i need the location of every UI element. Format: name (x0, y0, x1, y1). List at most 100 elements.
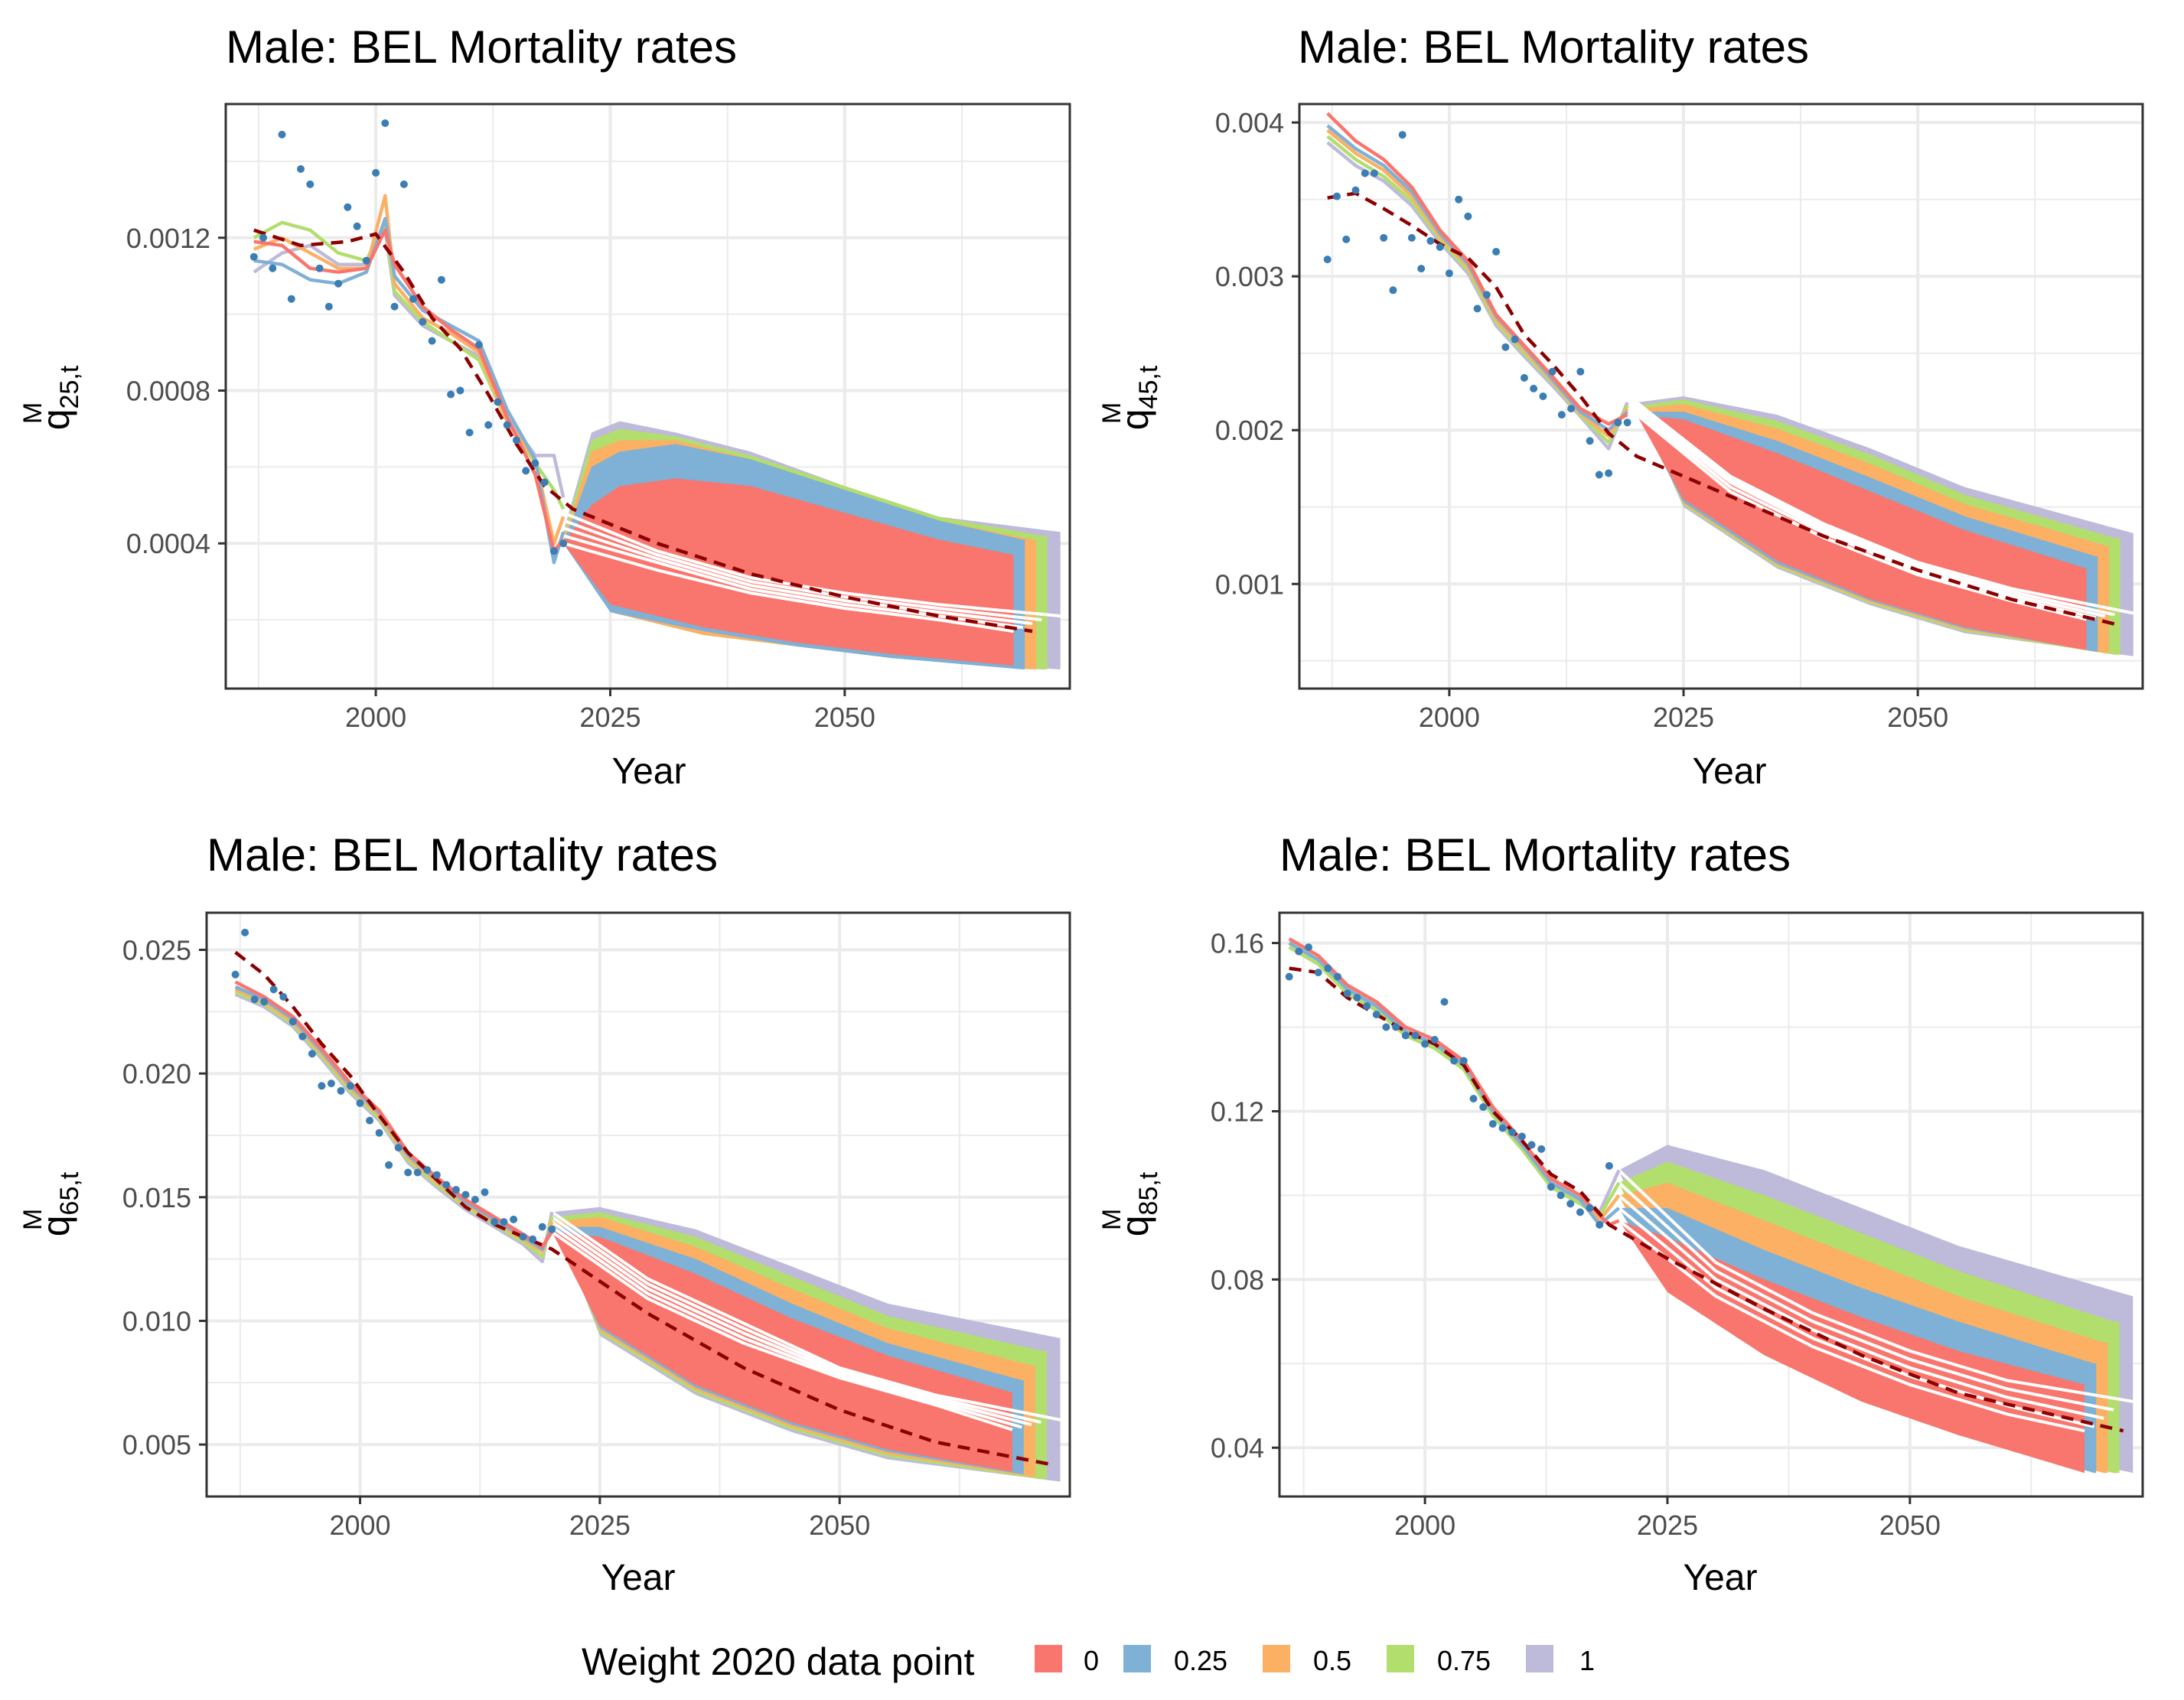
panel-q25: 2000 2025 2050 0.0004 0.0008 0.0012 (126, 103, 1071, 733)
observed-point (1605, 1161, 1613, 1170)
y-tick-label: 0.12 (1211, 1096, 1264, 1127)
observed-point (1285, 972, 1293, 981)
observed-point (381, 119, 390, 127)
observed-point (375, 1128, 383, 1137)
observed-point (1372, 1011, 1380, 1018)
observed-point (437, 275, 445, 284)
observed-point (249, 252, 258, 261)
observed-point (327, 1080, 335, 1088)
observed-point (1398, 131, 1407, 139)
x-tick-label: 2000 (1394, 1509, 1455, 1541)
observed-point (1342, 235, 1351, 243)
median-weight-075 (1618, 1181, 2114, 1412)
observed-point (1498, 1124, 1507, 1132)
y-tick-label: 0.04 (1211, 1432, 1264, 1464)
observed-point (1407, 233, 1416, 242)
observed-point (1479, 1103, 1488, 1111)
observed-point (1469, 1095, 1478, 1102)
observed-point (538, 1223, 546, 1231)
observed-point (334, 279, 343, 288)
observed-point (278, 130, 286, 138)
legend: Weight 2020 data point 0 0.25 0.5 0.75 1 (582, 1640, 1595, 1683)
observed-point (394, 1144, 403, 1152)
y-tick-label: 0.0012 (126, 223, 210, 254)
observed-point (1473, 305, 1482, 313)
y-tick-label: 0.015 (122, 1182, 191, 1213)
observed-point (1450, 1057, 1459, 1065)
observed-point (1411, 1031, 1420, 1040)
svg-text:q65,t: q65,t (34, 1171, 84, 1236)
observed-point (404, 1168, 412, 1177)
observed-point (461, 1190, 470, 1199)
observed-point (1430, 1036, 1439, 1044)
observed-point (503, 421, 511, 429)
observed-point (1517, 1132, 1526, 1141)
panel-q45-xlabel: Year (1693, 751, 1767, 792)
panel-q65-border (205, 911, 1071, 1498)
observed-point (1614, 418, 1622, 427)
observed-point (1537, 1145, 1546, 1153)
observed-point (465, 428, 474, 437)
observed-point (1445, 269, 1453, 278)
dashed-trend-line (1327, 191, 2115, 626)
observed-point (1586, 1203, 1594, 1212)
median-weight-025 (551, 1225, 1022, 1429)
observed-point (451, 1186, 460, 1194)
observed-point (474, 340, 483, 349)
observed-point (1530, 384, 1538, 392)
observed-point (413, 1168, 422, 1177)
observed-point (1343, 989, 1351, 998)
observed-point (306, 180, 315, 188)
panel-q25-xlabel: Year (612, 751, 686, 792)
observed-point (549, 547, 558, 555)
observed-point (347, 1082, 354, 1090)
observed-point (1436, 243, 1444, 251)
observed-point (1440, 998, 1449, 1006)
observed-point (1382, 1023, 1390, 1031)
observed-point (500, 1218, 508, 1226)
observed-point (1501, 343, 1510, 351)
observed-point (559, 539, 568, 548)
observed-point (298, 1032, 307, 1041)
median-weight-0 (1618, 1219, 2085, 1433)
observed-point (1295, 947, 1303, 956)
svg-text:M: M (1097, 1209, 1126, 1230)
observed-point (548, 1225, 556, 1233)
svg-text:M: M (1097, 402, 1126, 424)
observed-point (297, 164, 305, 173)
observed-point (1305, 943, 1312, 952)
observed-point (1363, 1002, 1371, 1010)
observed-point (1482, 291, 1491, 299)
median-weight-05 (1618, 1194, 2104, 1420)
observed-point (491, 1218, 498, 1226)
observed-point (1417, 265, 1426, 273)
legend-label-025: 0.25 (1174, 1645, 1227, 1676)
y-tick-label: 0.025 (122, 934, 191, 966)
x-tick-label: 2000 (345, 702, 406, 733)
panel-q65-ylabel: q65,t M (18, 1171, 84, 1236)
y-tick-label: 0.002 (1215, 415, 1284, 446)
median-weight-075 (562, 519, 1042, 622)
median-weight-0 (1635, 413, 2087, 621)
observed-point (1527, 1141, 1536, 1149)
panel-q85-xlabel: Year (1684, 1558, 1758, 1598)
observed-point (1455, 195, 1463, 204)
panel-q25-ylabel: q25,t M (18, 365, 84, 430)
observed-point (385, 1161, 393, 1169)
observed-point (1605, 469, 1613, 477)
observed-point (1557, 411, 1566, 419)
panel-q85-border (1278, 911, 2144, 1498)
median-weight-075 (1635, 404, 2115, 617)
panel-q45-ylabel: q45,t M (1097, 365, 1163, 430)
observed-point (1539, 392, 1547, 400)
y-tick-label: 0.001 (1215, 568, 1284, 600)
legend-key-05 (1263, 1645, 1290, 1672)
observed-point (1333, 192, 1341, 200)
panel-q85-ylabel: q85,t M (1097, 1171, 1163, 1236)
observed-point (481, 1188, 489, 1197)
median-weight-05 (1635, 407, 2106, 618)
legend-label-1: 1 (1579, 1645, 1595, 1676)
observed-point (1492, 248, 1501, 256)
observed-point (522, 467, 530, 475)
